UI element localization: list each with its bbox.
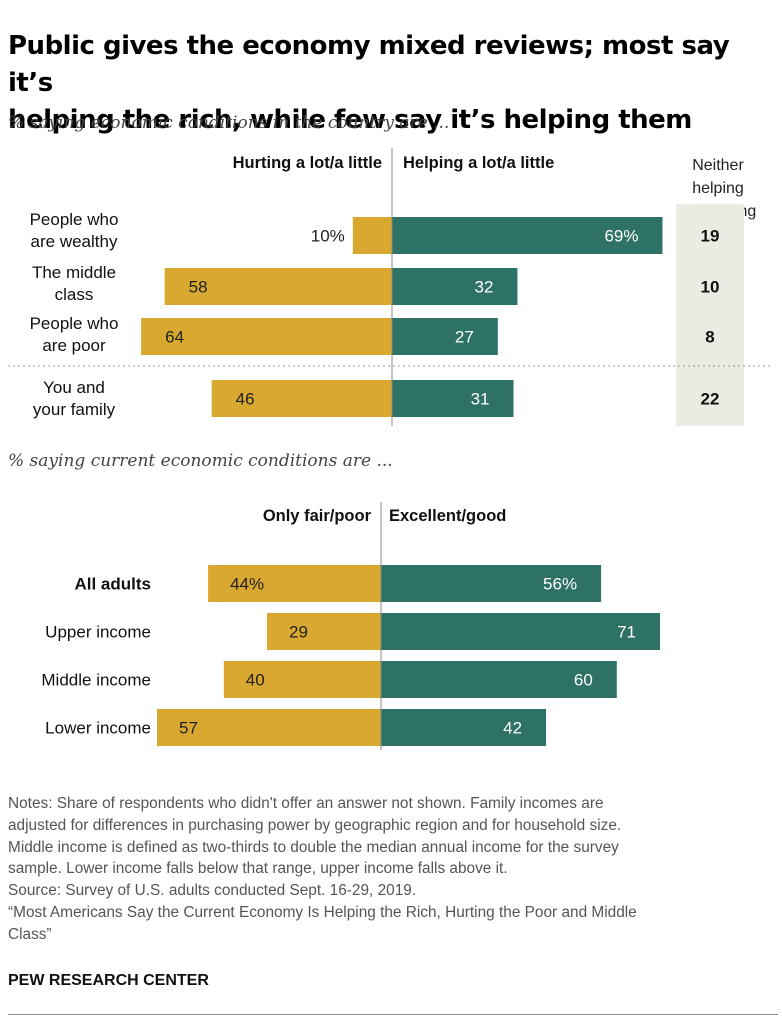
fair-poor-bar <box>208 565 381 602</box>
chart1-subtitle: % saying economic conditions in the coun… <box>8 113 450 133</box>
row-label: Lower income <box>45 719 151 738</box>
hurting-value-label: 10% <box>311 227 345 246</box>
excellent-good-bar <box>381 565 602 602</box>
notes-line: Notes: Share of respondents who didn't o… <box>8 795 604 812</box>
row-label-line: are wealthy <box>30 232 118 251</box>
fair-poor-value-label: 44% <box>230 575 264 594</box>
neither-header-line-1: Neither helping <box>692 157 744 197</box>
excellent-good-value-label: 60 <box>574 671 593 690</box>
row-label-line: your family <box>32 400 116 419</box>
notes: Notes: Share of respondents who didn't o… <box>8 793 778 946</box>
notes-line: Middle income is defined as two-thirds t… <box>8 838 619 856</box>
notes-line: sample. Lower income falls below that ra… <box>8 860 508 878</box>
fair-poor-bar <box>267 613 381 650</box>
title-line-2: helping the rich, while few say it’s hel… <box>8 105 692 135</box>
row-label: Middle income <box>41 671 151 690</box>
chart1-row-label: The middle class <box>4 262 144 306</box>
excellent-good-value-label: 56% <box>543 575 577 594</box>
chart2-right-header: Excellent/good <box>389 507 507 525</box>
fair-poor-bar <box>156 709 381 746</box>
chart1-left-header: Hurting a lot/a little <box>232 154 382 172</box>
helping-bar <box>392 217 663 254</box>
row-label-line: People who <box>29 210 119 229</box>
row-label: All adults <box>74 575 151 594</box>
excellent-good-bar <box>381 613 661 650</box>
hurting-bar <box>164 268 392 305</box>
brand-logo-text: PEW RESEARCH CENTER <box>8 972 209 989</box>
excellent-good-value-label: 71 <box>617 623 636 642</box>
fair-poor-value-label: 40 <box>246 671 265 690</box>
fair-poor-value-label: 29 <box>289 623 308 642</box>
helping-bar <box>392 268 518 305</box>
neither-value-label: 8 <box>705 328 714 347</box>
report-title-line: “Most Americans Say the Current Economy … <box>8 903 637 921</box>
chart-title: Public gives the economy mixed reviews; … <box>8 28 768 139</box>
chart2-left-header: Only fair/poor <box>262 507 371 525</box>
excellent-good-bar <box>381 661 617 698</box>
source-line: Source: Survey of U.S. adults conducted … <box>8 882 417 900</box>
chart2-plot: All adults 44% 56% Upper income 29 71 Middle i… <box>41 502 661 750</box>
title-line-1: Public gives the economy mixed reviews; … <box>8 31 730 98</box>
chart2-subtitle: % saying current economic conditions are… <box>8 451 393 471</box>
excellent-good-value-label: 42 <box>503 719 522 738</box>
hurting-bar <box>211 380 392 417</box>
helping-value-label: 69% <box>604 227 638 246</box>
excellent-good-bar <box>381 709 547 746</box>
report-title-line: Class” <box>8 925 52 943</box>
helping-value-label: 32 <box>475 278 494 297</box>
fair-poor-value-label: 57 <box>179 719 198 738</box>
chart1-plot: 10% 69% 19 58 32 10 64 27 8 46 31 22 <box>8 148 770 426</box>
hurting-value-label: 64 <box>165 328 184 347</box>
bottom-divider <box>8 1014 778 1015</box>
row-label-line: People who <box>29 314 119 333</box>
chart1-row-label: People who are wealthy <box>4 209 144 253</box>
row-label-line: are poor <box>42 336 106 355</box>
neither-column-background <box>676 204 744 426</box>
helping-bar <box>392 318 498 355</box>
chart1-right-header: Helping a lot/a little <box>403 154 555 172</box>
neither-value-label: 22 <box>701 390 720 409</box>
hurting-value-label: 58 <box>189 278 208 297</box>
neither-value-label: 10 <box>701 278 720 297</box>
fair-poor-bar <box>223 661 381 698</box>
chart1-row-label: People who are poor <box>4 313 144 357</box>
chart1-row-label: You and your family <box>4 377 144 421</box>
notes-line: adjusted for differences in purchasing p… <box>8 816 622 834</box>
hurting-bar <box>352 217 392 254</box>
helping-value-label: 27 <box>455 328 474 347</box>
helping-bar <box>392 380 514 417</box>
row-label-line: class <box>54 285 94 304</box>
hurting-value-label: 46 <box>236 390 255 409</box>
hurting-bar <box>141 318 392 355</box>
row-label-line: The middle <box>31 263 117 282</box>
helping-value-label: 31 <box>471 390 490 409</box>
row-label-line: You and <box>43 378 105 397</box>
row-label: Upper income <box>45 623 151 642</box>
neither-value-label: 19 <box>701 227 720 246</box>
